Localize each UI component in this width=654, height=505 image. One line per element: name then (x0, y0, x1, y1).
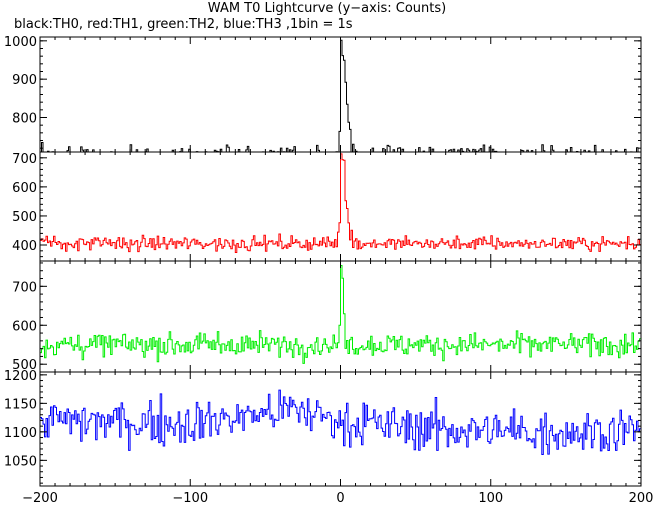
panel-th1: 400 500 600 700 (12, 151, 642, 262)
x-tick-label: 200 (629, 491, 654, 505)
y-tick-label: 1050 (4, 454, 37, 469)
panel-th0: 800 900 1000 (4, 35, 642, 153)
chart-title: WAM T0 Lightcurve (y−axis: Counts) (207, 1, 447, 16)
panel-th2: 500 600 700 (12, 260, 642, 373)
series-th2 (40, 265, 641, 364)
x-tick-label: 0 (336, 491, 344, 505)
y-tick-label: 600 (12, 181, 37, 196)
x-tick-label: −100 (172, 491, 208, 505)
y-tick-label: 500 (12, 358, 37, 373)
y-tick-label: 900 (12, 73, 37, 88)
y-tick-label: 500 (12, 210, 37, 225)
series-th1 (40, 153, 641, 253)
chart-subtitle: black:TH0, red:TH1, green:TH2, blue:TH3 … (14, 17, 353, 32)
panel-th3: 1050 1100 1150 1200 (4, 369, 642, 487)
y-tick-label: 400 (12, 239, 37, 254)
y-tick-label: 1150 (4, 397, 37, 412)
series-th3 (40, 389, 641, 455)
y-tick-label: 1000 (4, 35, 37, 50)
series-th0 (41, 39, 639, 152)
y-tick-label: 700 (12, 280, 37, 295)
y-tick-label: 700 (12, 152, 37, 167)
x-tick-label: 100 (478, 491, 503, 505)
y-tick-label: 1100 (4, 426, 37, 441)
y-tick-label: 800 (12, 112, 37, 127)
x-tick-label: −200 (22, 491, 58, 505)
y-tick-label: 1200 (4, 369, 37, 384)
y-tick-label: 600 (12, 319, 37, 334)
